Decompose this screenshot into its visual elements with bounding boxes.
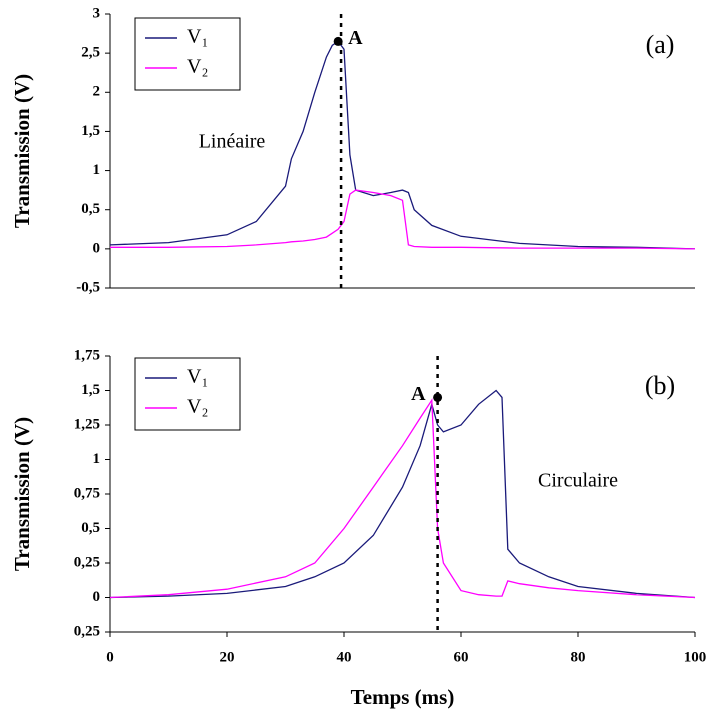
annotation: Circulaire — [538, 470, 618, 492]
y-tick-label: 3 — [93, 5, 101, 21]
annotation: (a) — [646, 30, 675, 59]
y-tick-label: 1,5 — [81, 382, 100, 398]
x-tick-label: 20 — [220, 649, 235, 665]
legend-label: V₁ — [187, 366, 208, 388]
y-tick-label: 1,25 — [74, 416, 100, 432]
y-tick-label: 0 — [93, 240, 101, 256]
series-line — [109, 389, 696, 599]
x-tick-label: 60 — [454, 649, 469, 665]
x-tick-label: 100 — [684, 649, 707, 665]
series-line — [109, 40, 696, 250]
y-tick-label: 2,5 — [81, 45, 100, 61]
legend-box — [134, 357, 241, 431]
series-line — [110, 189, 696, 250]
x-tick-label: 80 — [571, 649, 586, 665]
marker-point — [433, 392, 443, 402]
y-tick-label: 0,5 — [81, 520, 100, 536]
y-tick-label: 1 — [93, 162, 101, 178]
y-axis-title: Transmission (V) — [10, 417, 34, 571]
x-tick-label: 0 — [106, 649, 114, 665]
legend-label: V₂ — [187, 56, 208, 78]
y-tick-label: 0,5 — [81, 201, 100, 217]
series-line — [109, 398, 696, 599]
point-label: A — [348, 27, 363, 49]
y-tick-label: 1 — [93, 451, 101, 467]
y-tick-label: 1,5 — [81, 123, 100, 139]
y-tick-label: 0,75 — [74, 485, 100, 501]
legend-label: V₁ — [187, 26, 208, 48]
y-axis-title: Transmission (V) — [10, 74, 34, 228]
marker-point — [333, 36, 343, 46]
point-label: A — [411, 383, 426, 405]
y-tick-label: 2 — [93, 84, 101, 100]
y-tick-label: 0 — [93, 589, 101, 605]
legend-box — [134, 17, 241, 91]
x-axis-title: Temps (ms) — [351, 685, 455, 709]
y-tick-label: 0,25 — [74, 554, 100, 570]
annotation: Linéaire — [199, 131, 266, 153]
y-tick-label: 1,75 — [74, 347, 100, 363]
annotation: (b) — [645, 371, 675, 400]
y-tick-label: -0,5 — [76, 279, 100, 295]
y-tick-label: 0,25 — [74, 623, 100, 639]
x-tick-label: 40 — [337, 649, 352, 665]
legend-label: V₂ — [187, 396, 208, 418]
